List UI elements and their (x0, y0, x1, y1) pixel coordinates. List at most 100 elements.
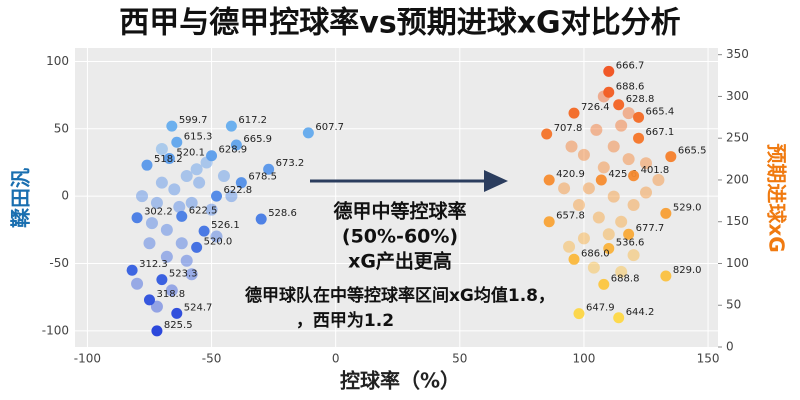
point-label: 401.8 (641, 165, 670, 176)
point (255, 213, 267, 225)
x-tick-label: -50 (202, 352, 222, 366)
point (563, 240, 576, 253)
point (623, 228, 635, 240)
point-label: 657.8 (556, 211, 585, 222)
point (185, 196, 198, 209)
y2-tick-label: 0 (726, 340, 734, 354)
point (176, 210, 188, 222)
point-label: 665.4 (646, 106, 675, 117)
grid: -100 -50 0 50 100 150 -100 -50 0 50 100 0 50 100 150 20… (42, 47, 749, 365)
point-label: 677.7 (636, 223, 665, 234)
y2-axis-label: 预期进球xG (765, 143, 789, 252)
point-label: 644.2 (626, 307, 655, 318)
y-tick-label: -50 (49, 256, 69, 270)
point (180, 169, 193, 182)
point-label: 617.2 (238, 115, 267, 126)
annotation: ，西甲为1.2 (296, 310, 394, 331)
point-label: 526.1 (211, 220, 240, 231)
annotation: 德甲球队在中等控球率区间xG均值1.8， (245, 285, 555, 306)
point-label: 686.0 (581, 248, 610, 259)
point-label: 665.9 (243, 134, 272, 145)
point-label: 524.7 (184, 302, 213, 313)
point (193, 176, 206, 189)
point (543, 216, 555, 228)
point (573, 308, 585, 320)
point-label: 622.8 (224, 185, 253, 196)
y-tick-label: 0 (61, 189, 69, 203)
point (211, 190, 223, 202)
point (143, 237, 156, 250)
point (633, 132, 645, 144)
y2-tick-label: 100 (726, 256, 749, 270)
point (652, 173, 665, 186)
annotation: (50%-60%) (342, 226, 458, 248)
point-label: 529.0 (673, 202, 702, 213)
point (235, 177, 247, 189)
point (627, 249, 640, 262)
point (126, 264, 138, 276)
point (151, 325, 163, 337)
point (640, 157, 653, 170)
point (171, 307, 183, 319)
point (225, 120, 237, 132)
point (541, 128, 553, 140)
point (217, 169, 230, 182)
y2-tick-label: 250 (726, 131, 749, 145)
point (603, 86, 615, 98)
chart-title: 西甲与德甲控球率vs预期进球xG对比分析 (119, 6, 680, 41)
y2-tick-label: 300 (726, 89, 749, 103)
point-label: 615.3 (184, 131, 213, 142)
point-label: 528.6 (268, 208, 297, 219)
point (165, 284, 178, 297)
point-label: 420.9 (556, 169, 585, 180)
y-tick-label: 100 (46, 54, 69, 68)
point (577, 148, 590, 161)
point (141, 159, 153, 171)
point (225, 190, 238, 203)
point-label: 622.5 (189, 205, 218, 216)
point (185, 268, 198, 281)
point (665, 151, 677, 163)
point (155, 143, 168, 156)
y-tick-label: 50 (54, 121, 69, 135)
point-label: 647.9 (586, 303, 615, 314)
point (592, 211, 605, 224)
point (613, 312, 625, 324)
point (145, 217, 158, 230)
point (206, 150, 218, 162)
point-label: 666.7 (616, 60, 645, 71)
point (640, 186, 653, 199)
point-label: 523.3 (169, 269, 198, 280)
point (173, 200, 186, 213)
point (607, 190, 620, 203)
point (263, 163, 275, 175)
point (622, 153, 635, 166)
point (590, 123, 603, 136)
point-label: 665.5 (678, 146, 707, 157)
point (143, 294, 155, 306)
point (175, 237, 188, 250)
point (633, 111, 645, 123)
point-label: 688.6 (616, 81, 645, 92)
point (628, 170, 640, 182)
point-label: 520.0 (204, 236, 233, 247)
point (613, 99, 625, 111)
point (572, 199, 585, 212)
y-tick-label: -100 (42, 323, 69, 337)
point (191, 241, 203, 253)
point-label: 425.6 (608, 169, 637, 180)
point (568, 107, 580, 119)
point (198, 225, 210, 237)
plot-background (75, 48, 718, 347)
point (230, 139, 242, 151)
point (603, 242, 615, 254)
point-label: 599.7 (179, 115, 208, 126)
y2-tick-label: 200 (726, 172, 749, 186)
point (565, 140, 578, 153)
point (166, 120, 178, 132)
y2-tick-label: 150 (726, 214, 749, 228)
point (160, 223, 173, 236)
x-tick-label: 0 (332, 352, 340, 366)
y2-tick-label: 50 (726, 298, 741, 312)
point (615, 265, 628, 278)
